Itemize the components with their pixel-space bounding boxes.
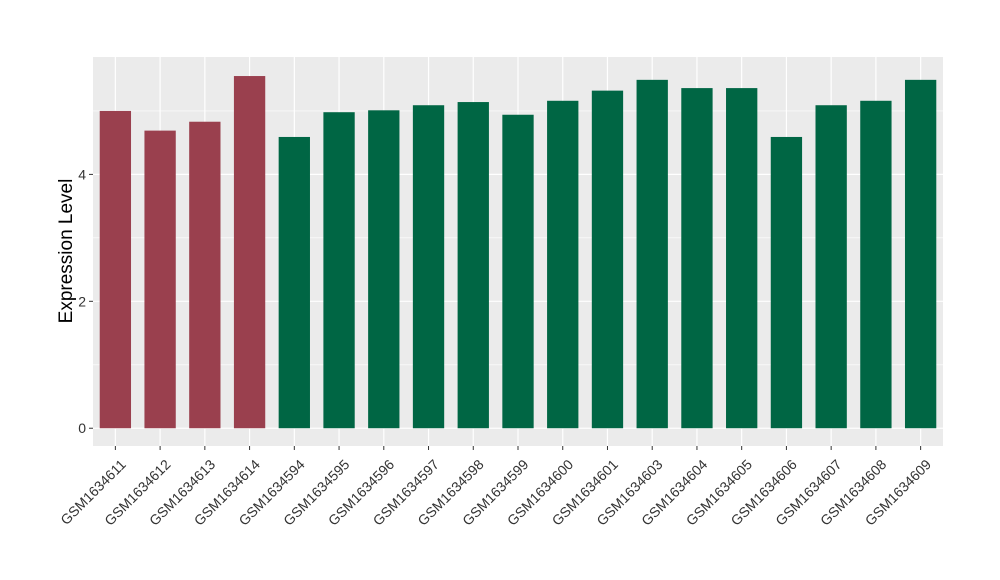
bar-GSM1634603 (636, 79, 668, 429)
bar-GSM1634611 (99, 110, 132, 429)
y-tick-label: 2 (78, 293, 86, 309)
y-tick-label: 0 (78, 420, 86, 436)
bar-GSM1634613 (189, 121, 221, 429)
bar-GSM1634595 (323, 112, 355, 429)
bar-GSM1634604 (681, 88, 713, 429)
bar-GSM1634608 (860, 100, 892, 429)
bar-GSM1634607 (815, 105, 847, 429)
y-axis-title: Expression Level (56, 179, 77, 324)
bar-GSM1634599 (502, 114, 534, 429)
bar-GSM1634598 (457, 102, 489, 429)
bar-GSM1634594 (278, 136, 310, 429)
bar-GSM1634600 (547, 100, 579, 429)
x-axis: GSM1634611GSM1634612GSM1634613GSM1634614… (57, 446, 934, 529)
bars (99, 76, 937, 429)
y-tick-label: 4 (78, 166, 86, 182)
bar-GSM1634601 (591, 90, 624, 429)
bar-GSM1634596 (368, 110, 400, 429)
bar-GSM1634609 (904, 79, 937, 429)
bar-GSM1634606 (770, 136, 803, 429)
bar-GSM1634614 (233, 76, 266, 429)
bar-GSM1634597 (412, 105, 445, 429)
bar-GSM1634605 (726, 88, 758, 429)
y-axis: 0 2 4 (78, 166, 93, 436)
bar-GSM1634612 (144, 130, 176, 429)
